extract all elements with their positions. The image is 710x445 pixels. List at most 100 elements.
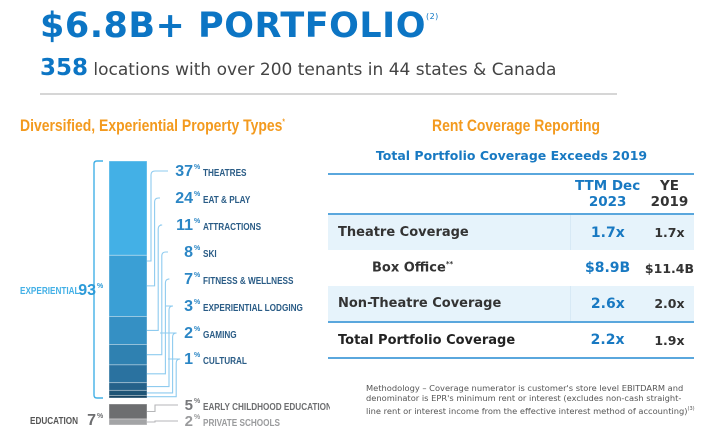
row-label: Theatre Coverage xyxy=(328,214,571,250)
ye-value: $11.4B xyxy=(644,260,694,276)
bar-segment-attractions xyxy=(108,316,148,345)
property-types-footnote: * xyxy=(282,117,285,127)
category-label: ATTRACTIONS xyxy=(203,221,261,232)
portfolio-title-text: $6.8B+ PORTFOLIO xyxy=(40,6,426,46)
table-row: Theatre Coverage 1.7x 1.7x xyxy=(328,214,694,250)
ye-header-line2: 2019 xyxy=(650,194,689,210)
row-label-text: Box Office xyxy=(372,260,446,276)
education-total: 7 xyxy=(87,412,96,429)
category-label: EXPERIENTIAL LODGING xyxy=(203,302,303,313)
connector-line xyxy=(147,404,178,413)
connector-line xyxy=(147,197,160,287)
ye-value: 1.9x xyxy=(654,332,685,348)
ye-value: 2.0x xyxy=(654,296,685,311)
methodology-text: Methodology – Coverage numerator is cust… xyxy=(366,383,688,416)
label-column-header xyxy=(328,174,570,214)
experiential-label: EXPERIENTIAL xyxy=(20,285,80,296)
ttm-value: 2.6x xyxy=(590,295,625,312)
bar-segment-theatres xyxy=(108,160,148,256)
connector-line xyxy=(147,224,163,332)
bar-segment-cultural xyxy=(108,395,148,399)
locations-count: 358 xyxy=(40,55,89,81)
connector-line xyxy=(147,170,168,262)
percent-sign: % xyxy=(194,218,201,225)
row-footnote: ** xyxy=(445,260,454,269)
ttm-header-line2: 2023 xyxy=(588,194,627,210)
percent-sign: % xyxy=(97,283,104,290)
ttm-value: 1.7x xyxy=(590,224,625,241)
percent-sign: % xyxy=(194,272,201,279)
table-row: Total Portfolio Coverage 2.2x 1.9x xyxy=(328,322,694,358)
percent-sign: % xyxy=(194,326,201,333)
bar-segment-gaming xyxy=(108,389,148,396)
connector-line xyxy=(147,305,174,388)
property-types-title-text: Diversified, Experiential Property Types xyxy=(20,116,283,135)
percent-sign: % xyxy=(97,413,104,420)
methodology-footnote: (3) xyxy=(687,405,695,412)
rent-coverage-title: Rent Coverage Reporting xyxy=(432,116,600,136)
experiential-total: 93 xyxy=(78,282,96,299)
percent-sign: % xyxy=(194,299,201,306)
connector-line xyxy=(147,251,168,356)
percent-sign: % xyxy=(194,414,201,421)
bar-segment-fitness-wellness xyxy=(108,364,148,384)
ttm-value: 2.2x xyxy=(590,332,625,348)
ttm-header-line1: TTM Dec xyxy=(574,178,641,194)
locations-summary: 358 locations with over 200 tenants in 4… xyxy=(40,55,556,81)
category-value: 2 xyxy=(185,413,193,430)
ttm-column-header: TTM Dec 2023 xyxy=(570,174,645,214)
ttm-value: $8.9B xyxy=(584,260,631,276)
percent-sign: % xyxy=(194,164,201,171)
category-value: 3 xyxy=(184,298,193,315)
coverage-header-row: TTM Dec 2023 YE 2019 xyxy=(328,174,694,214)
ye-column-header: YE 2019 xyxy=(645,174,694,214)
title-footnote: (2) xyxy=(425,12,439,21)
row-label: Total Portfolio Coverage xyxy=(338,332,516,348)
category-value: 11 xyxy=(176,217,193,234)
portfolio-title: $6.8B+ PORTFOLIO(2) xyxy=(40,6,439,46)
bar-segment-experiential-lodging xyxy=(108,382,148,391)
bar-segment-early-childhood-education xyxy=(108,403,148,420)
methodology-note: Methodology – Coverage numerator is cust… xyxy=(366,383,696,416)
category-value: 8 xyxy=(184,244,193,261)
category-label: CULTURAL xyxy=(203,355,247,366)
category-label: EARLY CHILDHOOD EDUCATION xyxy=(203,401,330,412)
category-label: SKI xyxy=(203,248,217,259)
category-label: FITNESS & WELLNESS xyxy=(203,275,293,286)
percent-sign: % xyxy=(194,191,201,198)
category-label: THEATRES xyxy=(203,167,246,178)
category-value: 24 xyxy=(175,190,193,207)
bar-segment-ski xyxy=(108,344,148,366)
category-value: 37 xyxy=(175,163,193,180)
category-value: 5 xyxy=(185,397,193,414)
bar-segment-private-schools xyxy=(108,418,148,426)
category-label: GAMING xyxy=(203,329,237,340)
category-value: 7 xyxy=(184,271,193,288)
coverage-subtitle: Total Portfolio Coverage Exceeds 2019 xyxy=(375,148,648,163)
table-row: Box Office** $8.9B $11.4B xyxy=(328,250,694,286)
header-divider xyxy=(40,93,617,95)
row-label: Box Office** xyxy=(328,250,570,286)
education-label: EDUCATION xyxy=(30,415,78,426)
category-value: 1 xyxy=(184,351,193,368)
ye-header-line1: YE xyxy=(659,178,679,194)
connector-line xyxy=(147,332,177,394)
coverage-table: TTM Dec 2023 YE 2019 Theatre Coverage 1.7x… xyxy=(328,173,694,359)
property-types-title: Diversified, Experiential Property Types… xyxy=(20,116,285,136)
connector-line xyxy=(147,420,178,423)
bar-segment-eat-play xyxy=(108,254,148,317)
experiential-brace xyxy=(93,160,103,399)
percent-sign: % xyxy=(194,245,201,252)
category-label: PRIVATE SCHOOLS xyxy=(203,417,280,428)
category-label: EAT & PLAY xyxy=(203,194,250,205)
table-row: Non-Theatre Coverage 2.6x 2.0x xyxy=(328,286,694,322)
connector-line xyxy=(147,278,170,375)
percent-sign: % xyxy=(194,398,201,405)
locations-text: locations with over 200 tenants in 44 st… xyxy=(93,60,557,80)
connector-line xyxy=(147,358,181,398)
rent-coverage-title-text: Rent Coverage Reporting xyxy=(432,116,601,135)
percent-sign: % xyxy=(194,352,201,359)
ye-value: 1.7x xyxy=(654,225,685,240)
category-value: 2 xyxy=(184,325,193,342)
